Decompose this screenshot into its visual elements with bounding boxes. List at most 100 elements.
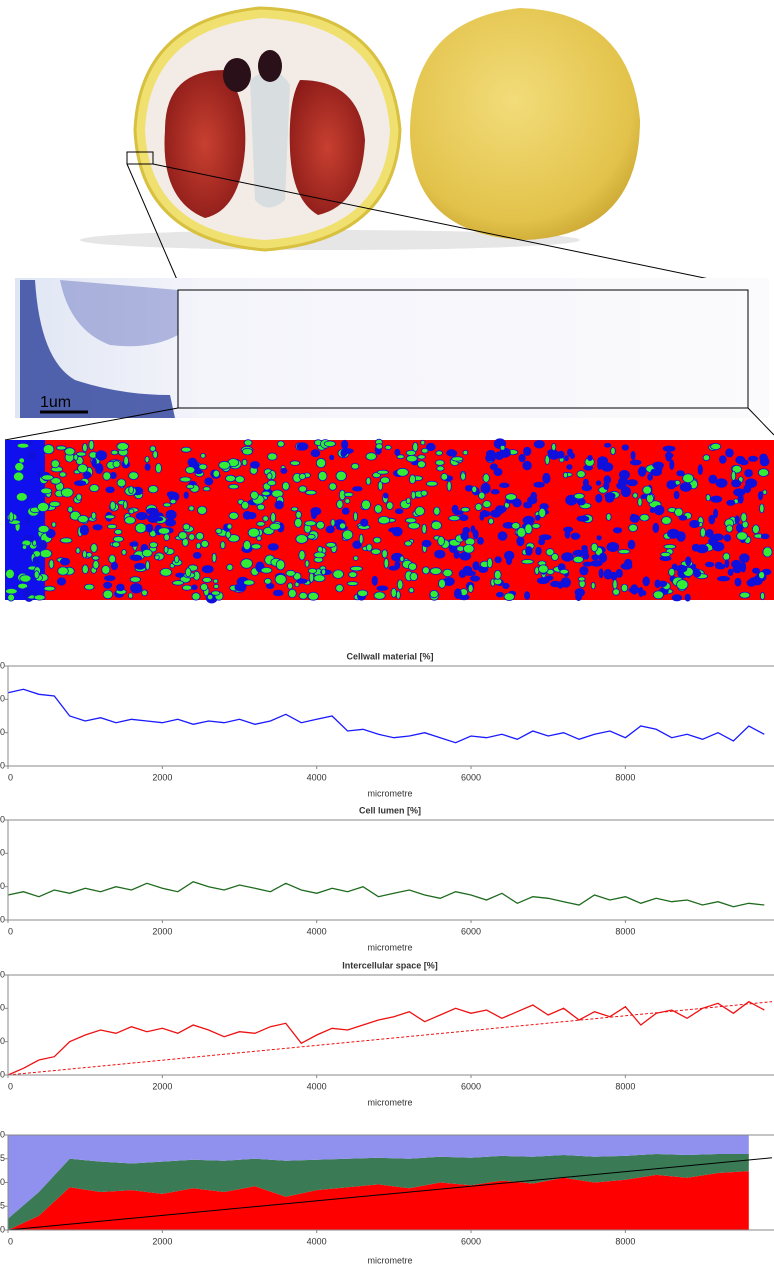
segment — [228, 483, 240, 490]
segment — [523, 446, 532, 456]
segment — [762, 546, 773, 558]
segment — [434, 549, 446, 559]
segment — [409, 572, 418, 582]
segment — [307, 568, 318, 574]
chart-title: Cellwall material [%] — [346, 651, 433, 661]
segment — [169, 498, 177, 505]
segment — [557, 450, 565, 459]
segment — [582, 478, 589, 487]
segment — [315, 520, 325, 530]
segment — [41, 474, 54, 481]
segment — [112, 535, 124, 543]
segment — [184, 567, 192, 578]
segment — [503, 592, 515, 601]
y-tick-label: 40 — [0, 694, 5, 704]
segment — [394, 560, 401, 570]
segment — [49, 500, 61, 508]
y-tick-label: 50 — [0, 1177, 5, 1187]
segment — [285, 569, 296, 577]
segment — [446, 480, 452, 492]
segment — [269, 522, 282, 531]
data-line — [7, 1000, 765, 1076]
segment — [567, 448, 574, 457]
segment — [630, 459, 642, 466]
segment — [74, 480, 87, 487]
segment — [250, 543, 262, 550]
segment — [679, 482, 692, 492]
segment — [595, 493, 603, 503]
segment — [661, 516, 672, 525]
segment — [57, 566, 69, 576]
segment — [628, 523, 638, 533]
segment — [241, 458, 248, 466]
segment — [405, 454, 418, 463]
segment — [487, 517, 494, 525]
segment — [384, 444, 392, 451]
y-tick-label: 0 — [0, 914, 5, 924]
segment — [179, 476, 192, 483]
segment — [438, 578, 446, 589]
segment — [194, 469, 203, 475]
segment — [17, 582, 29, 590]
segment — [493, 467, 503, 477]
segment — [58, 471, 67, 478]
segment — [192, 552, 202, 559]
segment — [404, 540, 413, 547]
segment — [272, 589, 284, 597]
segment — [270, 512, 277, 523]
segment — [405, 517, 417, 524]
segment — [95, 450, 107, 461]
segment — [474, 503, 483, 511]
segment — [328, 482, 337, 491]
segment — [696, 544, 709, 554]
segment — [572, 555, 584, 564]
segment — [159, 567, 173, 577]
segment — [195, 542, 202, 550]
segment — [752, 524, 760, 534]
segment — [242, 540, 252, 551]
segment — [211, 552, 217, 563]
segment — [453, 588, 462, 599]
segment — [202, 576, 212, 583]
segment — [671, 594, 683, 602]
segment — [242, 510, 252, 520]
segment — [739, 459, 749, 466]
segment — [243, 439, 253, 447]
segment — [376, 585, 389, 591]
segment — [620, 562, 633, 570]
segment — [67, 506, 74, 513]
segment — [200, 452, 206, 459]
segment — [676, 564, 688, 573]
segment — [59, 557, 71, 566]
segment — [395, 508, 404, 515]
segment — [350, 462, 360, 470]
segment — [478, 491, 486, 500]
segment — [412, 441, 419, 452]
segment — [51, 521, 57, 528]
segment — [708, 474, 718, 484]
segment — [757, 468, 770, 477]
segment — [112, 460, 121, 468]
segment — [497, 531, 508, 541]
segmentation-image — [5, 438, 774, 604]
segment — [33, 594, 46, 601]
segment — [605, 513, 612, 521]
segment — [162, 502, 172, 508]
segment — [64, 447, 76, 456]
plot-frame — [7, 974, 774, 1076]
segment — [759, 503, 765, 514]
segment — [489, 463, 498, 471]
segment — [660, 551, 671, 558]
segment — [395, 590, 401, 600]
segment — [408, 587, 415, 594]
segment — [204, 477, 214, 486]
segment — [374, 504, 383, 514]
segment — [710, 495, 723, 503]
segment — [460, 531, 469, 541]
segment — [716, 563, 726, 570]
y-tick-label: 40 — [0, 1003, 5, 1013]
segment — [346, 581, 359, 586]
segment — [499, 444, 506, 451]
segment — [420, 439, 426, 446]
data-line — [7, 688, 765, 744]
